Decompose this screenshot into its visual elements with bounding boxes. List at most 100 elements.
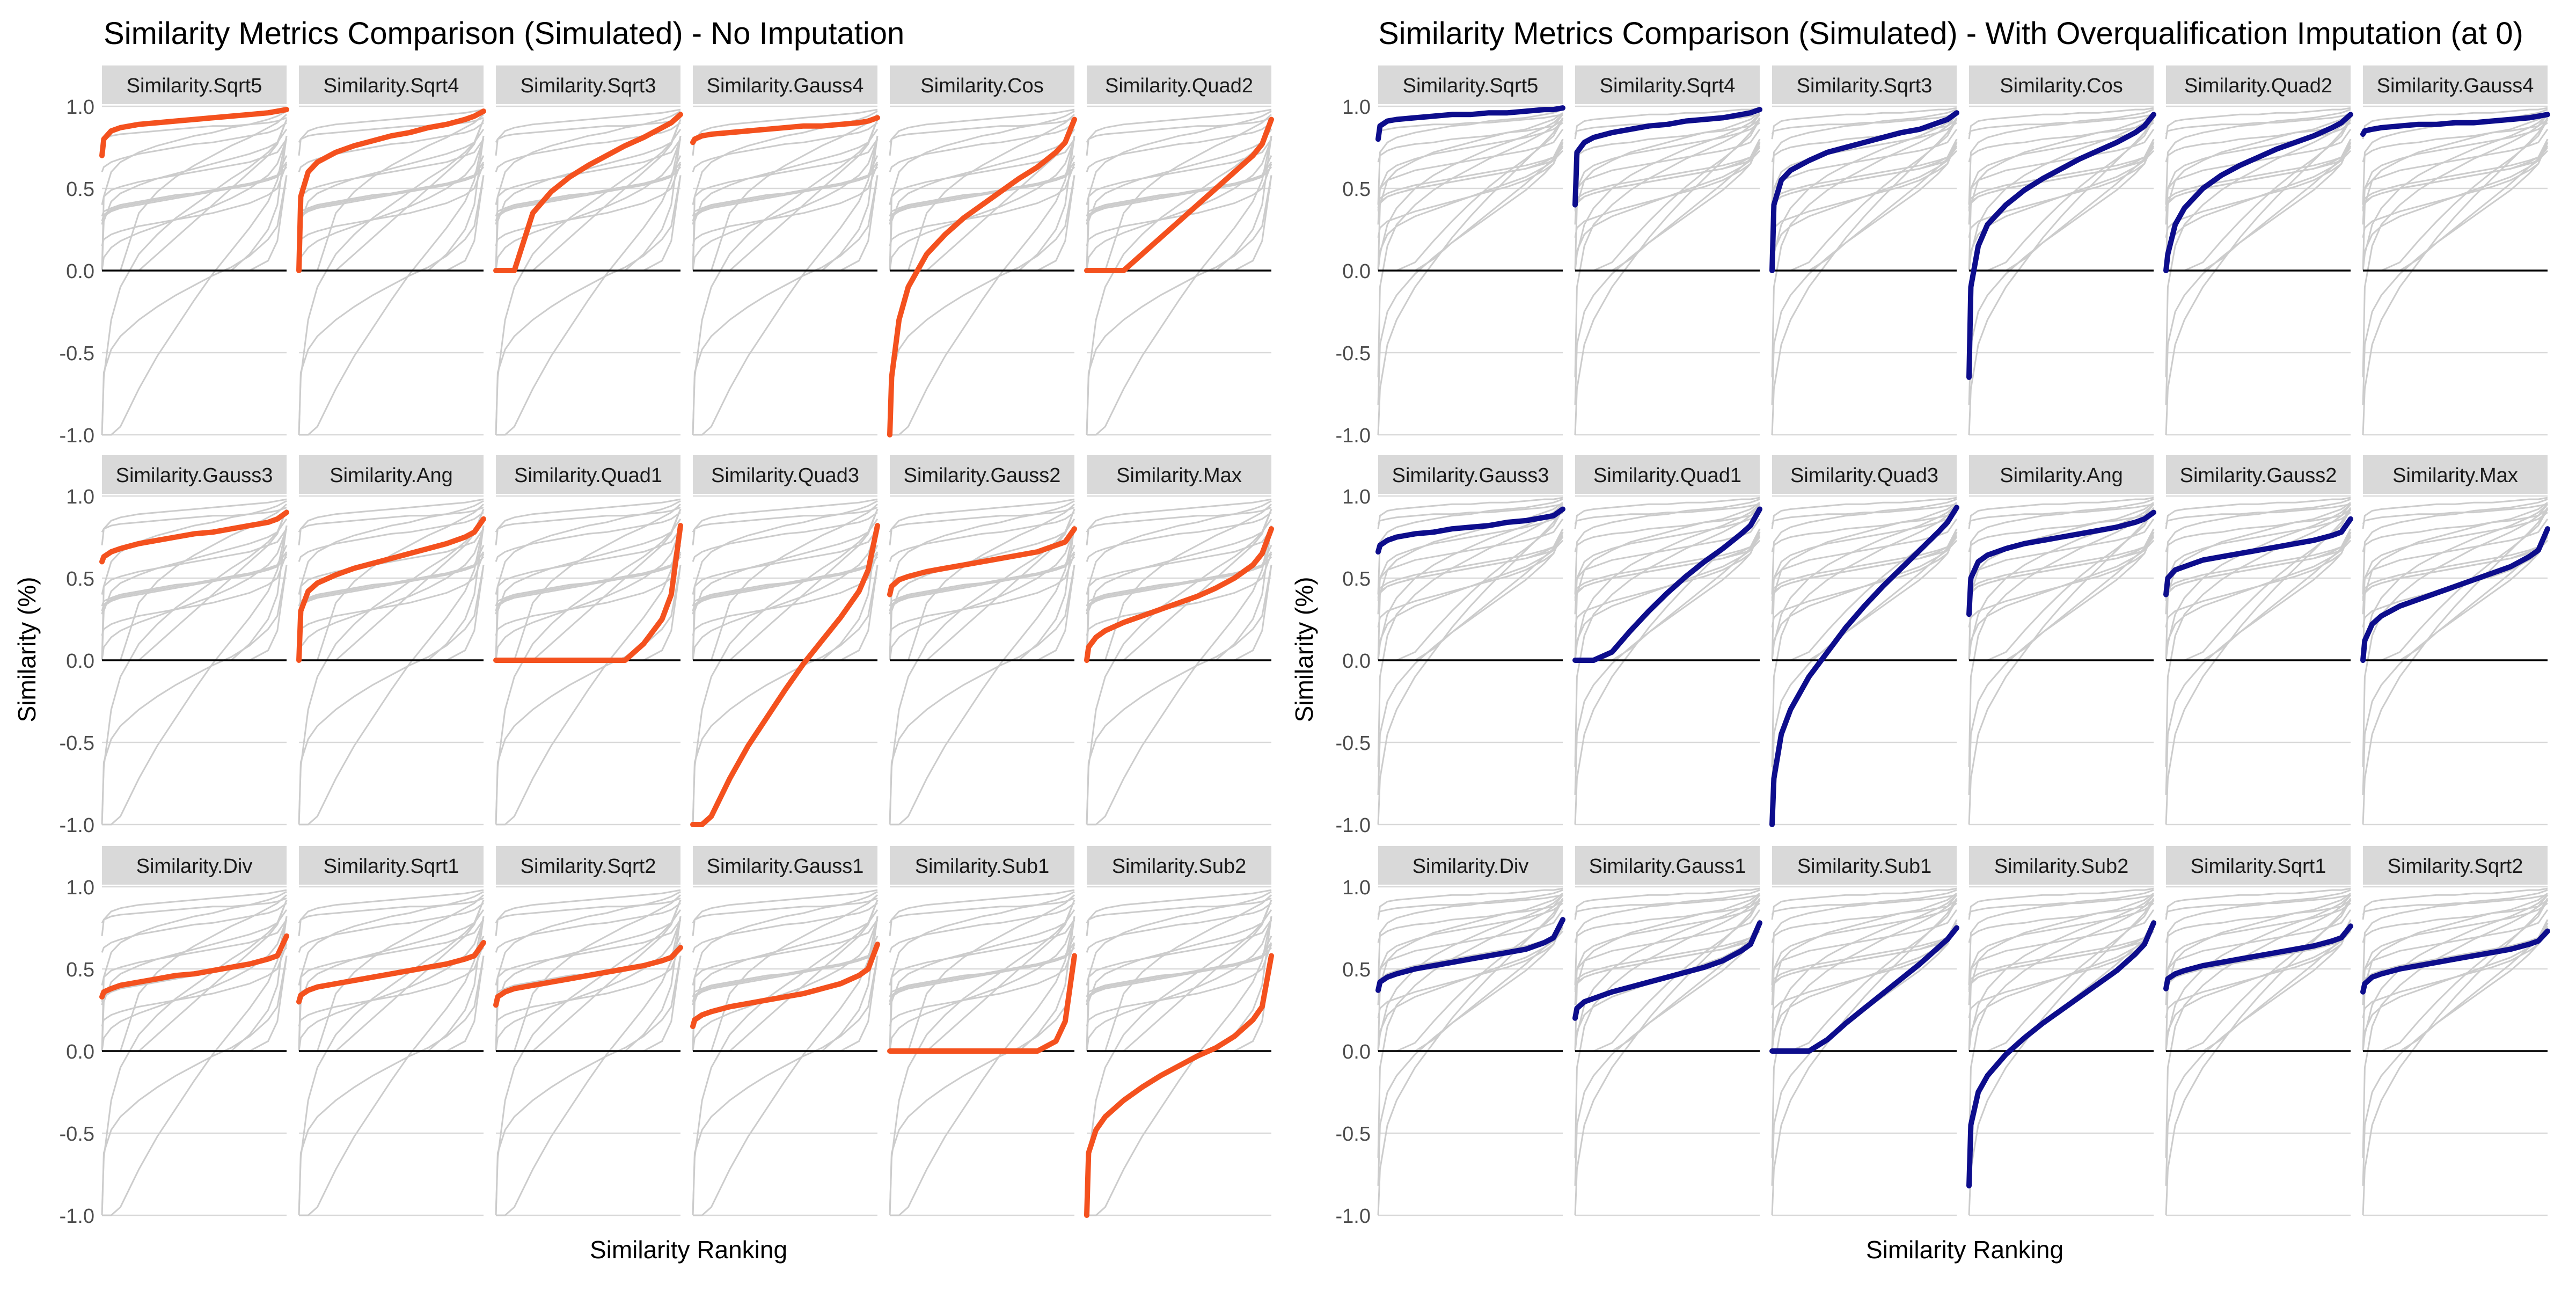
background-series-line <box>298 565 485 825</box>
background-series-line <box>1968 539 2155 602</box>
background-series-line <box>1968 898 2155 1216</box>
background-series-line <box>2362 518 2549 595</box>
background-series-line <box>2362 507 2549 825</box>
background-series-line <box>2362 899 2548 943</box>
background-series-line <box>1377 531 1564 628</box>
background-series-line <box>2165 145 2352 208</box>
background-series-line <box>890 525 1075 826</box>
background-series-line <box>2362 922 2549 1186</box>
background-series-line <box>1574 122 1760 225</box>
background-series-line <box>1968 128 2155 205</box>
background-series-line <box>1771 898 1958 1216</box>
background-series-line <box>299 135 485 436</box>
y-tick-label: 0.0 <box>1342 260 1371 283</box>
right-panel-max: Similarity.Max <box>2360 455 2550 826</box>
background-series-line <box>101 175 288 435</box>
background-series-line <box>495 138 682 271</box>
facet-strip-label: Similarity.Gauss1 <box>1589 855 1746 878</box>
background-series-line <box>1574 117 1761 435</box>
background-series-line <box>2362 117 2549 435</box>
facet-strip-label: Similarity.Gauss2 <box>2180 464 2337 487</box>
background-series-line <box>889 919 1075 986</box>
background-series-line <box>298 506 484 533</box>
y-tick-label: 0.0 <box>1342 650 1371 673</box>
background-series-line <box>889 166 1075 225</box>
background-series-line <box>1771 899 1957 943</box>
right-panel-ang: Similarity.Ang <box>1966 455 2156 826</box>
background-series-line <box>495 909 682 1052</box>
background-series-line <box>101 500 287 661</box>
background-series-line <box>889 138 1075 271</box>
background-series-line <box>1086 128 1272 271</box>
y-tick-label: -1.0 <box>60 1205 94 1228</box>
background-series-line <box>889 163 1075 246</box>
background-series-line <box>1574 512 1760 615</box>
background-series-line <box>889 128 1075 271</box>
y-tick-label: -0.5 <box>60 342 94 365</box>
background-series-line <box>495 500 681 661</box>
background-series-line <box>1771 892 1957 1052</box>
background-series-line <box>1574 145 1761 208</box>
background-series-line <box>1968 899 2154 943</box>
background-series-line <box>1086 163 1272 246</box>
background-series-line <box>2362 898 2549 1216</box>
background-series-line <box>1968 108 2154 205</box>
background-series-line <box>2165 930 2352 993</box>
background-series-line <box>2362 107 2548 140</box>
left-panel-quad1: Similarity.Quad1 <box>493 455 683 826</box>
background-series-line <box>495 518 682 661</box>
background-series-line <box>495 163 682 246</box>
background-series-line <box>2362 150 2549 212</box>
background-series-line <box>1377 145 1564 208</box>
facet-strip-label: Similarity.Cos <box>2000 75 2123 97</box>
background-series-line <box>299 916 485 1216</box>
background-series-line <box>1377 919 1564 1052</box>
background-series-line <box>1086 897 1272 924</box>
background-series-line <box>1086 508 1272 825</box>
facet-strip <box>102 846 287 885</box>
background-series-line <box>1968 909 2155 986</box>
facet-strip <box>102 65 287 104</box>
background-series-line <box>1771 528 1958 661</box>
background-series-line <box>298 528 485 661</box>
facet-strip <box>2363 65 2548 104</box>
y-tick-label: 0.0 <box>66 1041 94 1063</box>
background-series-line <box>2165 902 2351 1005</box>
highlight-series-line <box>493 112 683 273</box>
left-panel-sub1: Similarity.Sub1 <box>887 846 1077 1216</box>
background-series-line <box>1086 506 1272 533</box>
right-chart: Similarity Metrics Comparison (Simulated… <box>1290 16 2550 1264</box>
facet-strip <box>1087 846 1271 885</box>
background-series-line <box>2362 503 2548 524</box>
background-series-line <box>1377 539 1564 602</box>
background-series-line <box>495 944 682 1027</box>
facet-strip-label: Similarity.Sub1 <box>915 855 1050 878</box>
facet-strip <box>1378 65 1563 104</box>
highlight-series-line <box>493 945 683 1008</box>
background-series-line <box>1377 889 1563 986</box>
background-series-line <box>1377 512 1563 615</box>
background-series-line <box>1086 919 1272 986</box>
background-series-line <box>692 108 878 156</box>
background-series-line <box>692 498 878 545</box>
highlight-series-line <box>1572 506 1762 663</box>
highlight-series-line <box>1572 920 1762 1021</box>
background-series-line <box>1574 887 1760 920</box>
background-series-line <box>1771 902 1957 1005</box>
background-series-line <box>2165 112 2351 271</box>
background-series-line <box>2362 142 2549 238</box>
highlight-series-line <box>1966 112 2156 380</box>
background-series-line <box>2362 145 2549 208</box>
background-series-line <box>692 909 879 1052</box>
background-series-line <box>496 135 682 436</box>
highlight-series-line <box>1375 105 1565 142</box>
background-series-line <box>2165 894 2352 1158</box>
background-series-line <box>1771 889 1957 986</box>
background-series-line <box>101 889 287 936</box>
facet-strip-label: Similarity.Sqrt4 <box>324 75 459 97</box>
background-series-line <box>692 500 878 661</box>
background-series-line <box>2362 922 2549 1019</box>
left-chart-title: Similarity Metrics Comparison (Simulated… <box>104 16 904 51</box>
facet-strip <box>2166 846 2351 885</box>
background-series-line <box>1968 508 2154 552</box>
